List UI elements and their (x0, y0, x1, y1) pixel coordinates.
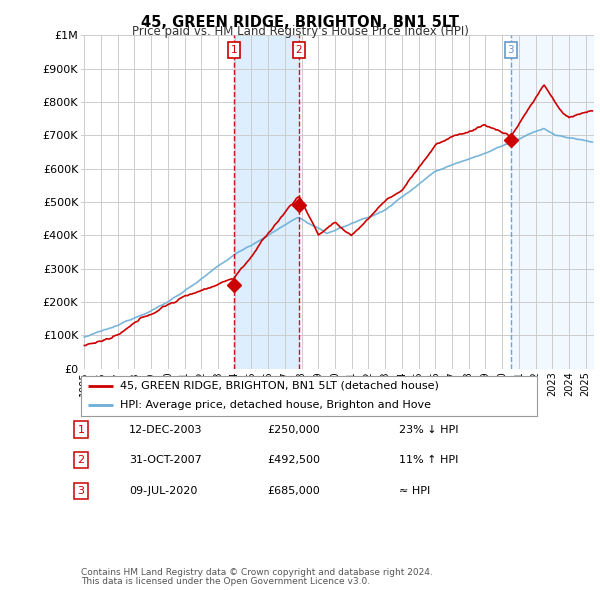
Text: This data is licensed under the Open Government Licence v3.0.: This data is licensed under the Open Gov… (81, 577, 370, 586)
Bar (234, 35, 299, 369)
Text: 1: 1 (77, 425, 85, 434)
Text: 31-OCT-2007: 31-OCT-2007 (129, 455, 202, 465)
Text: 45, GREEN RIDGE, BRIGHTON, BN1 5LT: 45, GREEN RIDGE, BRIGHTON, BN1 5LT (141, 15, 459, 30)
Text: ≈ HPI: ≈ HPI (399, 486, 430, 496)
Text: £685,000: £685,000 (267, 486, 320, 496)
Text: 2: 2 (77, 455, 85, 465)
Text: 23% ↓ HPI: 23% ↓ HPI (399, 425, 458, 434)
Text: Price paid vs. HM Land Registry's House Price Index (HPI): Price paid vs. HM Land Registry's House … (131, 25, 469, 38)
Text: 45, GREEN RIDGE, BRIGHTON, BN1 5LT (detached house): 45, GREEN RIDGE, BRIGHTON, BN1 5LT (deta… (120, 381, 439, 391)
Text: £250,000: £250,000 (267, 425, 320, 434)
Text: 1: 1 (230, 45, 237, 55)
Text: 12-DEC-2003: 12-DEC-2003 (129, 425, 203, 434)
Text: 3: 3 (77, 486, 85, 496)
Text: HPI: Average price, detached house, Brighton and Hove: HPI: Average price, detached house, Brig… (120, 399, 431, 409)
Text: Contains HM Land Registry data © Crown copyright and database right 2024.: Contains HM Land Registry data © Crown c… (81, 568, 433, 577)
Text: 2: 2 (295, 45, 302, 55)
Bar (511, 35, 594, 369)
Text: £492,500: £492,500 (267, 455, 320, 465)
Text: 09-JUL-2020: 09-JUL-2020 (129, 486, 197, 496)
Text: 11% ↑ HPI: 11% ↑ HPI (399, 455, 458, 465)
Text: 3: 3 (508, 45, 514, 55)
